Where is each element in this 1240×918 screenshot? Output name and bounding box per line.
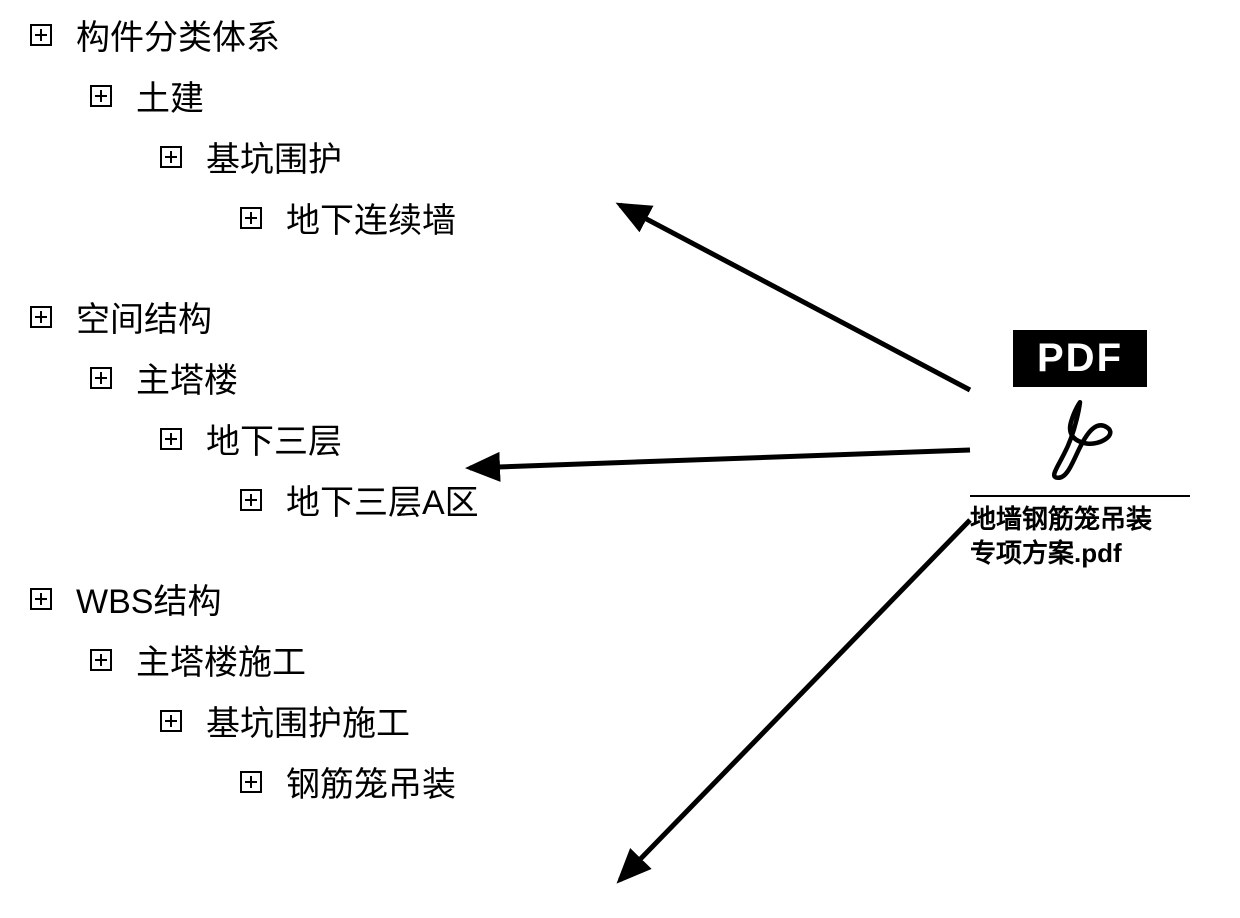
tree-container: 构件分类体系 土建 基坑围护 地下连续墙 空间结构 主塔楼 地下三层 <box>30 10 730 856</box>
tree-label: 主塔楼 <box>136 353 238 402</box>
tree-label: 土建 <box>136 71 204 120</box>
expand-icon[interactable] <box>30 588 52 610</box>
pdf-file-block[interactable]: PDF 地墙钢筋笼吊装 专项方案.pdf <box>960 330 1200 571</box>
pdf-acrobat-icon <box>1035 395 1125 485</box>
expand-icon[interactable] <box>90 367 112 389</box>
pdf-caption-line2: 专项方案.pdf <box>970 538 1122 568</box>
expand-icon[interactable] <box>30 306 52 328</box>
tree-node[interactable]: 地下三层A区 <box>30 475 730 524</box>
tree-node[interactable]: 主塔楼施工 <box>30 635 730 684</box>
expand-icon[interactable] <box>90 85 112 107</box>
tree-group-2: 空间结构 主塔楼 地下三层 地下三层A区 <box>30 292 730 524</box>
tree-root-3[interactable]: WBS结构 <box>30 574 730 623</box>
tree-label: WBS结构 <box>76 574 221 623</box>
tree-group-1: 构件分类体系 土建 基坑围护 地下连续墙 <box>30 10 730 242</box>
tree-label: 钢筋笼吊装 <box>286 757 456 806</box>
expand-icon[interactable] <box>160 146 182 168</box>
tree-label: 空间结构 <box>76 292 212 341</box>
tree-root-2[interactable]: 空间结构 <box>30 292 730 341</box>
tree-node[interactable]: 土建 <box>30 71 730 120</box>
tree-node[interactable]: 钢筋笼吊装 <box>30 757 730 806</box>
tree-label: 地下三层 <box>206 414 342 463</box>
expand-icon[interactable] <box>240 489 262 511</box>
pdf-caption: 地墙钢筋笼吊装 专项方案.pdf <box>970 495 1190 571</box>
tree-node[interactable]: 地下连续墙 <box>30 193 730 242</box>
tree-node[interactable]: 基坑围护 <box>30 132 730 181</box>
tree-label: 地下连续墙 <box>286 193 456 242</box>
expand-icon[interactable] <box>240 207 262 229</box>
expand-icon[interactable] <box>30 24 52 46</box>
tree-label: 地下三层A区 <box>286 475 479 524</box>
pdf-caption-line1: 地墙钢筋笼吊装 <box>970 504 1152 534</box>
tree-node[interactable]: 主塔楼 <box>30 353 730 402</box>
expand-icon[interactable] <box>160 710 182 732</box>
tree-node[interactable]: 地下三层 <box>30 414 730 463</box>
pdf-badge: PDF <box>1013 330 1147 387</box>
tree-node[interactable]: 基坑围护施工 <box>30 696 730 745</box>
tree-label: 构件分类体系 <box>76 10 280 59</box>
expand-icon[interactable] <box>90 649 112 671</box>
expand-icon[interactable] <box>160 428 182 450</box>
tree-label: 基坑围护 <box>206 132 342 181</box>
tree-label: 基坑围护施工 <box>206 696 410 745</box>
expand-icon[interactable] <box>240 771 262 793</box>
tree-label: 主塔楼施工 <box>136 635 306 684</box>
tree-group-3: WBS结构 主塔楼施工 基坑围护施工 钢筋笼吊装 <box>30 574 730 806</box>
tree-root-1[interactable]: 构件分类体系 <box>30 10 730 59</box>
